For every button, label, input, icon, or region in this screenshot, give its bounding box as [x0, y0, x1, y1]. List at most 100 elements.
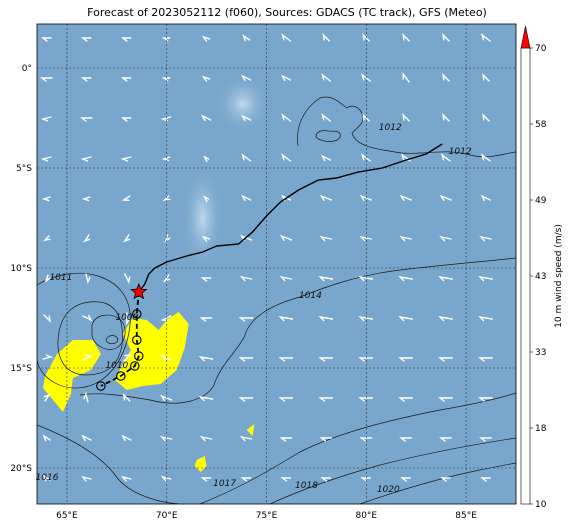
- wind-arrow: [400, 477, 411, 482]
- wind-arrow: [201, 35, 211, 42]
- wind-arrow: [82, 354, 94, 361]
- wind-arrow: [318, 357, 334, 362]
- wind-arrow: [359, 437, 372, 442]
- map-frame: [36, 23, 517, 505]
- wind-arrow: [160, 315, 172, 322]
- wind-arrow: [42, 434, 51, 442]
- wind-arrow: [203, 155, 210, 163]
- wind-arrow: [479, 437, 492, 442]
- wind-arrow: [201, 75, 211, 82]
- wind-arrow: [278, 357, 294, 362]
- wind-arrow: [321, 113, 332, 122]
- isobar-label: 1011: [49, 273, 72, 283]
- wind-arrow: [81, 434, 92, 442]
- wind-arrow: [43, 314, 51, 323]
- isobar-1016: [37, 424, 181, 504]
- wind-arrow: [358, 357, 373, 362]
- wind-arrow: [279, 437, 293, 442]
- colorbar-tick-label: 33: [535, 348, 546, 358]
- wind-arrow: [402, 33, 410, 42]
- wind-arrow: [83, 391, 89, 403]
- wind-arrow: [442, 72, 450, 82]
- colorbar-label: 10 m wind speed (m/s): [554, 224, 564, 328]
- wind-arrow: [359, 235, 372, 242]
- wind-arrow: [438, 275, 453, 282]
- wind-arrow: [440, 153, 451, 162]
- isobar-label: 1014: [299, 291, 322, 301]
- wind-arrow: [201, 114, 212, 122]
- calm-wind-area: [180, 74, 271, 273]
- wind-speed-patch-3: [246, 424, 255, 436]
- latitude-ticks: 0° 5°S 10°S 15°S 20°S: [10, 64, 32, 474]
- wind-arrow: [439, 194, 452, 201]
- wind-arrow: [319, 437, 333, 442]
- wind-arrow: [480, 33, 491, 42]
- wind-arrow: [440, 477, 451, 482]
- longitude-tick-label: 75°E: [256, 511, 278, 521]
- current-position-star-icon: [130, 282, 148, 300]
- wind-arrow: [80, 156, 92, 162]
- wind-arrow: [402, 71, 410, 83]
- colorbar-tick-label: 10: [535, 500, 547, 510]
- wind-arrow: [241, 114, 252, 122]
- wind-arrow: [399, 194, 412, 201]
- wind-arrow: [160, 116, 172, 122]
- isobar-label: 1017: [213, 479, 236, 489]
- isobar-1018: [269, 437, 516, 504]
- wind-arrow: [123, 234, 131, 243]
- wind-arrow: [241, 153, 252, 162]
- wind-arrow: [242, 34, 251, 42]
- colorbar-extend-arrow: [520, 25, 531, 49]
- wind-arrow: [80, 37, 92, 42]
- wind-arrow: [362, 33, 370, 42]
- wind-arrow: [279, 234, 293, 241]
- isobar-label: 1012: [449, 147, 472, 157]
- wind-arrow: [80, 77, 92, 82]
- colorbar-tick-label: 58: [535, 120, 547, 130]
- graticule: [37, 24, 516, 504]
- wind-arrow: [44, 274, 51, 283]
- colorbar-tick-label: 49: [535, 196, 547, 206]
- tc-track: [96, 143, 443, 391]
- wind-arrow: [160, 394, 173, 401]
- wind-arrow: [279, 275, 293, 282]
- wind-arrow: [40, 37, 52, 42]
- wind-arrow: [438, 397, 453, 402]
- isobar-1012-cell: [315, 130, 341, 142]
- wind-arrow: [438, 315, 453, 322]
- wind-arrow: [162, 195, 171, 201]
- wind-arrow: [442, 32, 450, 42]
- map-title: Forecast of 2023052112 (f060), Sources: …: [87, 6, 487, 19]
- wind-arrow: [238, 357, 254, 362]
- wind-arrow: [399, 437, 412, 442]
- isobar-label: 1012: [379, 123, 402, 133]
- wind-arrow: [239, 234, 253, 241]
- wind-arrow: [39, 77, 53, 82]
- wind-arrow: [439, 235, 452, 242]
- wind-arrow: [240, 477, 252, 482]
- wind-arrow: [281, 33, 292, 42]
- wind-arrow: [43, 393, 51, 402]
- wind-arrow: [198, 395, 214, 402]
- wind-arrow: [280, 74, 292, 82]
- isobar-1012-north: [297, 96, 516, 158]
- observed-track-line: [138, 143, 443, 293]
- wind-arrow: [358, 315, 373, 322]
- wind-arrow: [122, 393, 131, 402]
- latitude-tick-label: 20°S: [10, 464, 32, 474]
- wind-arrow: [398, 315, 413, 322]
- isobar-label: 1010: [105, 361, 128, 371]
- wind-arrow: [124, 273, 131, 285]
- wind-arrow: [398, 397, 413, 402]
- wind-arrow: [478, 315, 493, 322]
- colorbar-tick-label: 70: [535, 44, 547, 54]
- longitude-tick-label: 65°E: [56, 511, 78, 521]
- wind-arrow: [164, 234, 171, 243]
- wind-arrow: [85, 273, 91, 285]
- wind-arrow: [480, 194, 491, 202]
- wind-arrow: [241, 194, 252, 202]
- wind-arrow: [398, 275, 413, 282]
- wind-arrow: [199, 317, 213, 322]
- wind-arrow: [203, 195, 210, 203]
